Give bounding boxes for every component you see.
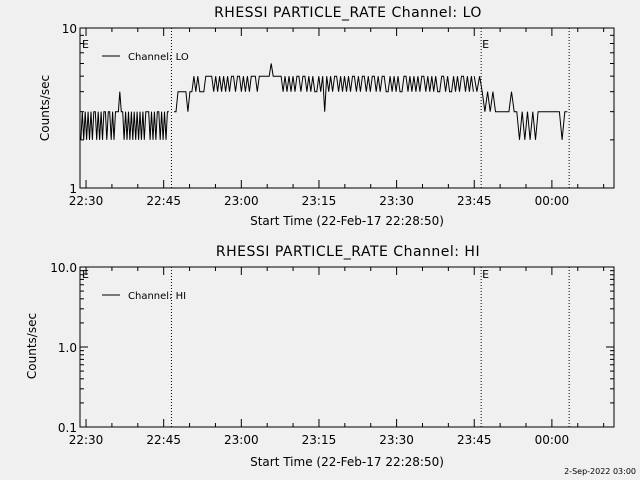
- x-tick-label: 22:45: [146, 433, 181, 447]
- legend-label: Channel: LO: [128, 52, 189, 63]
- x-tick-label: 22:30: [69, 194, 104, 208]
- series-line-segment: [80, 91, 169, 140]
- x-tick-label: 23:00: [224, 433, 259, 447]
- x-tick-label: 22:45: [146, 194, 181, 208]
- event-line-label: E: [482, 268, 489, 281]
- series-line-segment: [174, 63, 474, 113]
- x-tick-label: 23:00: [224, 194, 259, 208]
- x-tick-label: 00:00: [535, 194, 570, 208]
- y-tick-label: 10.0: [50, 261, 77, 275]
- x-tick-label: 23:15: [302, 194, 337, 208]
- event-marker-left: E: [82, 38, 89, 51]
- chart-title: RHESSI PARTICLE_RATE Channel: HI: [216, 244, 480, 260]
- x-axis-label: Start Time (22-Feb-17 22:28:50): [250, 455, 444, 469]
- x-tick-label: 23:15: [302, 433, 337, 447]
- series-line-segment: [473, 76, 568, 140]
- y-tick-label: 10: [62, 22, 77, 36]
- chart-title: RHESSI PARTICLE_RATE Channel: LO: [214, 5, 482, 21]
- y-tick-label: 1.0: [58, 341, 77, 355]
- x-tick-label: 22:30: [69, 433, 104, 447]
- footer-timestamp: 2-Sep-2022 03:00: [564, 467, 636, 476]
- x-tick-label: 23:30: [379, 194, 414, 208]
- x-tick-label: 00:00: [535, 433, 570, 447]
- event-marker-left: E: [82, 268, 89, 281]
- y-axis-label: Counts/sec: [25, 313, 39, 379]
- x-axis-label: Start Time (22-Feb-17 22:28:50): [250, 214, 444, 228]
- y-tick-label: 0.1: [58, 421, 77, 435]
- x-tick-label: 23:45: [457, 194, 492, 208]
- panel-lo-channel: RHESSI PARTICLE_RATE Channel: LO Counts/…: [38, 5, 615, 228]
- y-tick-label: 1: [69, 182, 77, 196]
- legend-label: Channel: HI: [128, 291, 186, 302]
- x-tick-label: 23:30: [379, 433, 414, 447]
- event-line-label: E: [482, 38, 489, 51]
- panel-hi-channel: RHESSI PARTICLE_RATE Channel: HI Counts/…: [25, 244, 615, 469]
- plot-frame: [79, 27, 615, 189]
- y-axis-label: Counts/sec: [38, 75, 52, 141]
- x-tick-label: 23:45: [457, 433, 492, 447]
